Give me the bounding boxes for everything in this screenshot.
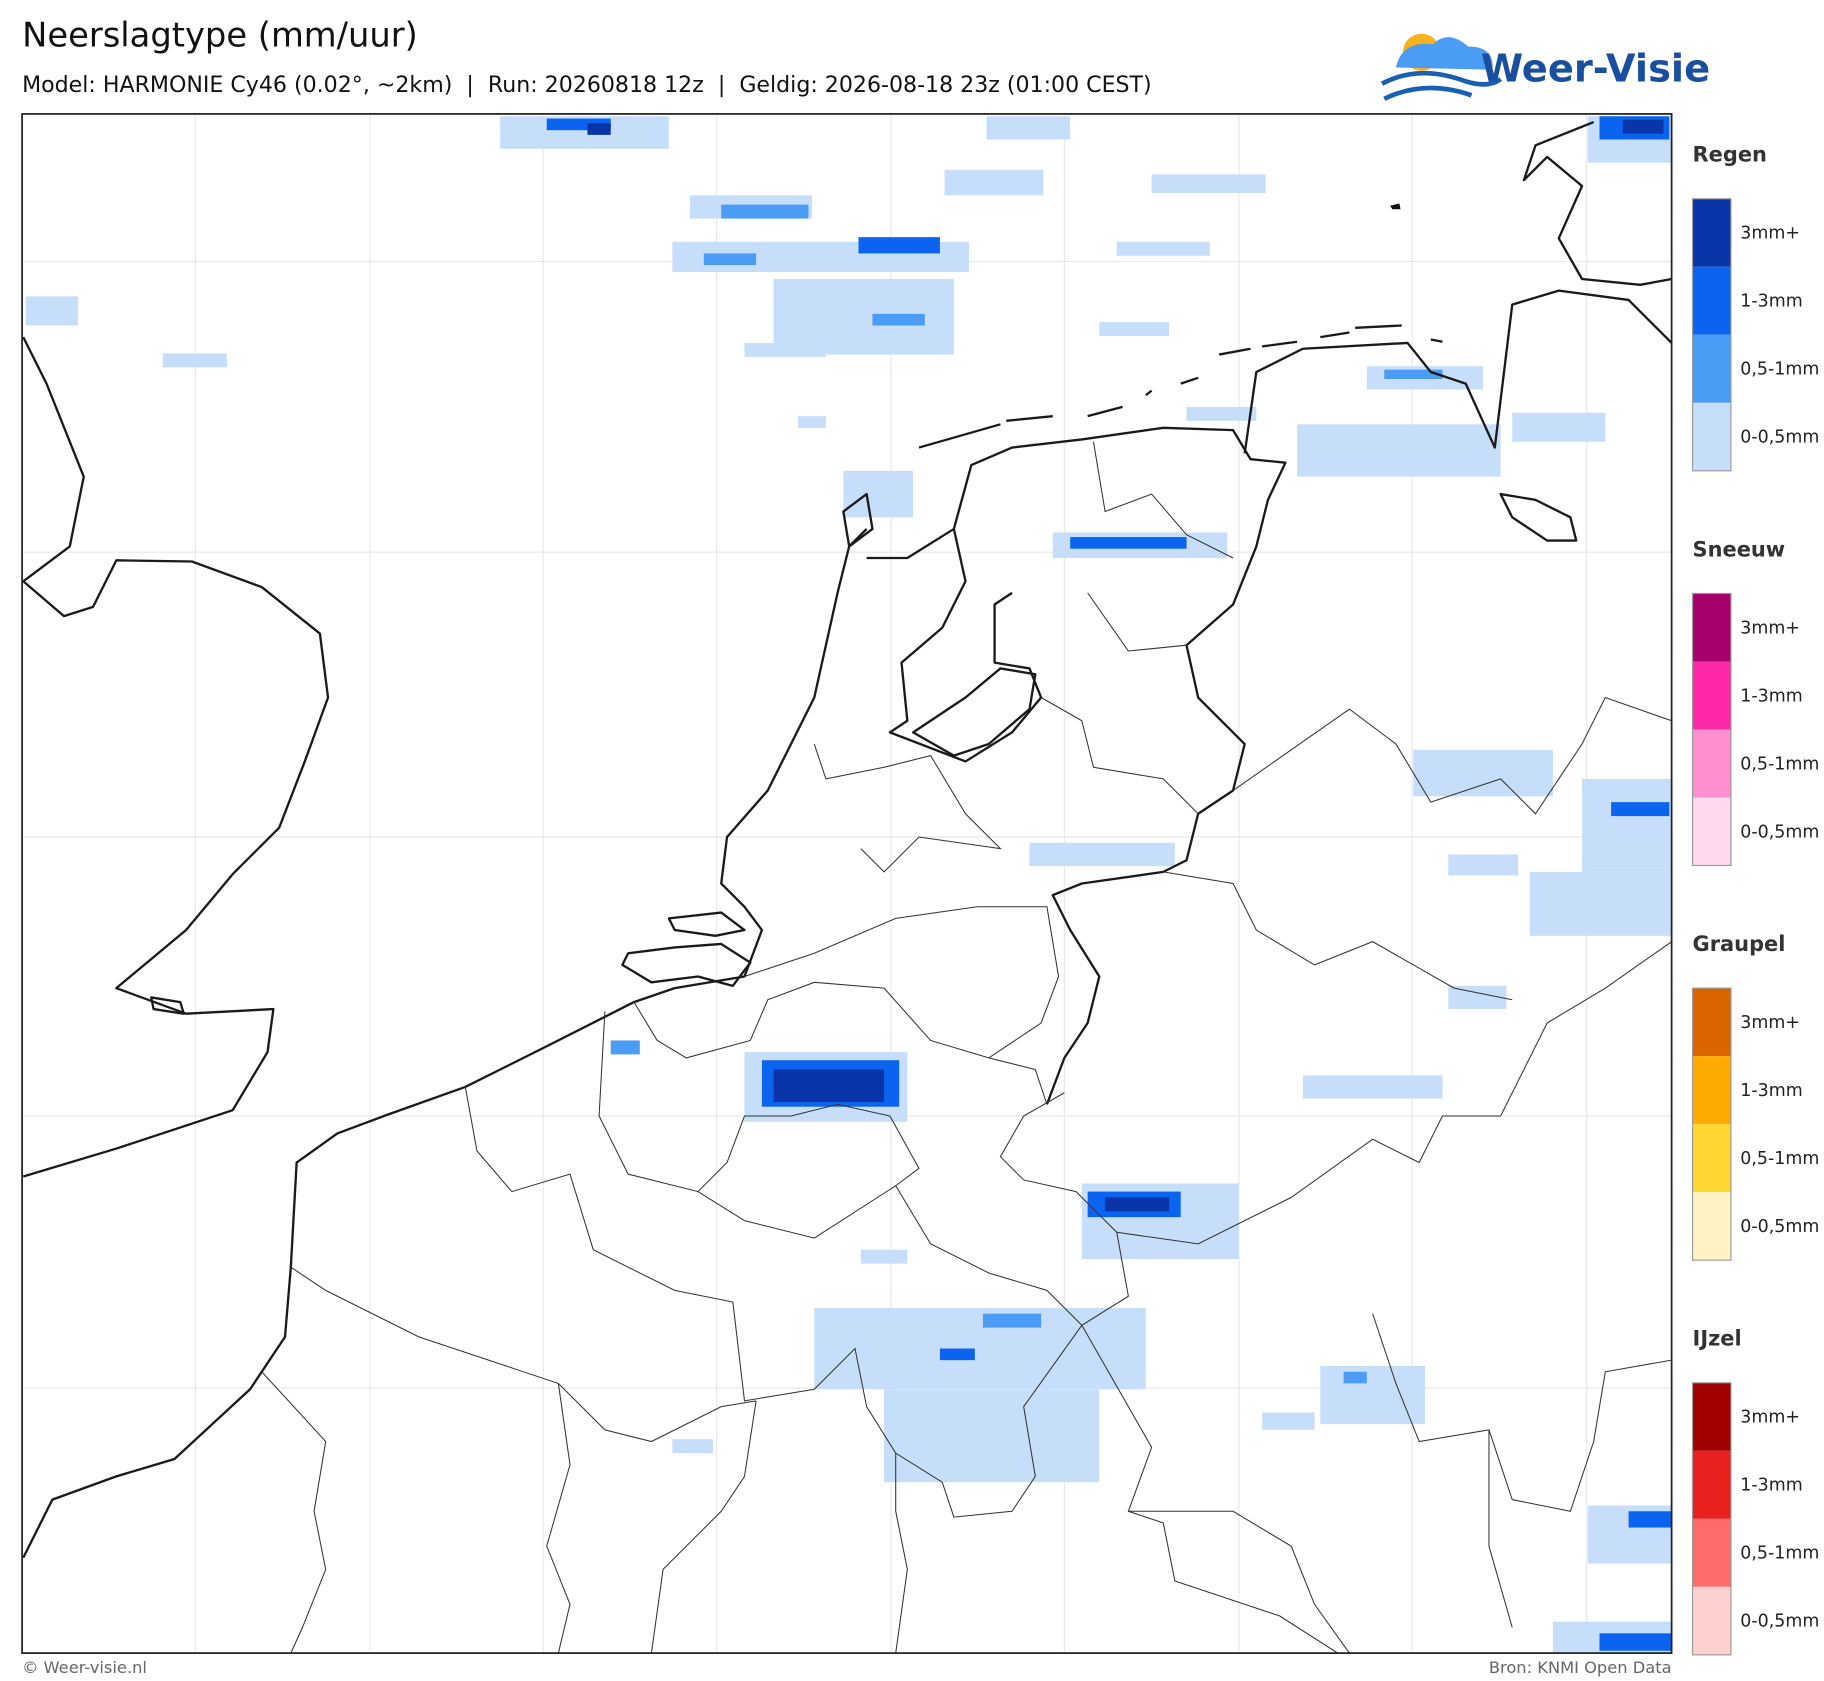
legend-title: Sneeuw — [1693, 537, 1786, 561]
logo-text: Weer-Visie — [1481, 46, 1710, 91]
legend-swatch — [1692, 593, 1731, 662]
legend-frame — [1691, 198, 1732, 472]
legend-swatch — [1692, 1382, 1731, 1451]
legend-title: Regen — [1693, 143, 1767, 167]
legend-swatch — [1692, 1124, 1731, 1193]
legend-label: 0-0,5mm — [1740, 428, 1819, 448]
legend-swatch — [1692, 729, 1731, 798]
legend-label: 3mm+ — [1740, 224, 1800, 244]
copyright: © Weer-visie.nl — [22, 1658, 147, 1677]
map — [22, 113, 1672, 1654]
legend-swatch — [1692, 1518, 1731, 1587]
legend: Regen 3mm+ 1-3mm 0,5-1mm 0-0,5mm Sneeuw 3mm+ 1-… — [1691, 143, 1819, 1656]
legend-label: 0-0,5mm — [1740, 1217, 1819, 1237]
legend-swatch — [1692, 1192, 1731, 1261]
legend-label: 1-3mm — [1740, 1476, 1802, 1496]
subtitle: Model: HARMONIE Cy46 (0.02°, ~2km) | Run… — [22, 72, 1152, 98]
legend-swatch — [1692, 198, 1731, 267]
legend-label: 0,5-1mm — [1740, 360, 1819, 380]
precipitation — [25, 116, 1672, 1654]
legend-swatch — [1692, 1586, 1731, 1655]
legend-title: Graupel — [1693, 932, 1786, 956]
borders — [261, 441, 1672, 1654]
legend-swatch — [1692, 661, 1731, 730]
legend-label: 1-3mm — [1740, 1081, 1802, 1101]
legend-label: 3mm+ — [1740, 618, 1800, 638]
legend-swatch — [1692, 1450, 1731, 1519]
legend-label: 0,5-1mm — [1740, 1544, 1819, 1564]
legend-label: 3mm+ — [1740, 1013, 1800, 1033]
source: Bron: KNMI Open Data — [1489, 1658, 1672, 1677]
legend-label: 0,5-1mm — [1740, 1149, 1819, 1169]
legend-frame — [1691, 1382, 1732, 1656]
legend-swatch — [1692, 988, 1731, 1057]
legend-label: 0-0,5mm — [1740, 1612, 1819, 1632]
map-frame — [21, 113, 1673, 1654]
legend-swatch — [1692, 334, 1731, 403]
legend-frame — [1691, 987, 1732, 1261]
legend-title: IJzel — [1693, 1327, 1742, 1351]
legend-label: 1-3mm — [1740, 292, 1802, 312]
legend-label: 0-0,5mm — [1740, 822, 1819, 842]
legend-label: 3mm+ — [1740, 1408, 1800, 1428]
legend-swatch — [1692, 266, 1731, 335]
title: Neerslagtype (mm/uur) — [22, 16, 418, 55]
legend-label: 0,5-1mm — [1740, 754, 1819, 774]
legend-frame — [1691, 592, 1732, 867]
legend-label: 1-3mm — [1740, 686, 1802, 706]
legend-swatch — [1692, 1056, 1731, 1125]
legend-swatch — [1692, 797, 1731, 866]
legend-swatch — [1692, 402, 1731, 471]
logo: Weer-Visie — [1380, 33, 1710, 101]
